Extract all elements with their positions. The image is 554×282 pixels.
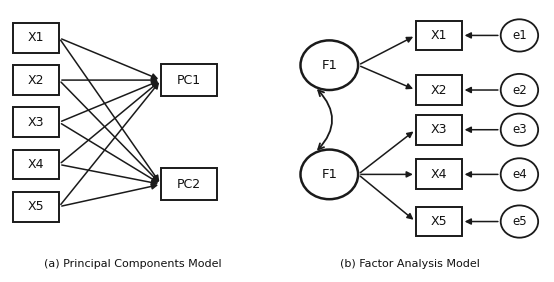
Text: X3: X3 bbox=[430, 123, 447, 136]
FancyBboxPatch shape bbox=[416, 75, 462, 105]
Text: X3: X3 bbox=[28, 116, 44, 129]
Text: e1: e1 bbox=[512, 29, 527, 42]
FancyBboxPatch shape bbox=[416, 21, 462, 50]
FancyBboxPatch shape bbox=[13, 23, 59, 53]
Text: X5: X5 bbox=[28, 200, 44, 213]
Text: (a) Principal Components Model: (a) Principal Components Model bbox=[44, 259, 222, 269]
FancyBboxPatch shape bbox=[13, 192, 59, 222]
FancyBboxPatch shape bbox=[13, 149, 59, 179]
Text: e2: e2 bbox=[512, 83, 527, 96]
Text: X1: X1 bbox=[28, 31, 44, 44]
Text: X5: X5 bbox=[430, 215, 447, 228]
Text: X2: X2 bbox=[28, 74, 44, 87]
FancyBboxPatch shape bbox=[416, 115, 462, 145]
FancyBboxPatch shape bbox=[13, 65, 59, 95]
Circle shape bbox=[501, 19, 538, 52]
Text: F1: F1 bbox=[321, 168, 337, 181]
Circle shape bbox=[501, 158, 538, 191]
Text: X4: X4 bbox=[430, 168, 447, 181]
Text: PC2: PC2 bbox=[177, 178, 201, 191]
Text: F1: F1 bbox=[321, 59, 337, 72]
Circle shape bbox=[501, 205, 538, 238]
Text: e3: e3 bbox=[512, 123, 527, 136]
FancyBboxPatch shape bbox=[13, 107, 59, 137]
Text: X2: X2 bbox=[430, 83, 447, 96]
Circle shape bbox=[501, 114, 538, 146]
Text: PC1: PC1 bbox=[177, 74, 201, 87]
FancyArrowPatch shape bbox=[318, 90, 332, 149]
Circle shape bbox=[300, 149, 358, 199]
Text: e4: e4 bbox=[512, 168, 527, 181]
FancyBboxPatch shape bbox=[161, 64, 217, 96]
Circle shape bbox=[501, 74, 538, 106]
Text: e5: e5 bbox=[512, 215, 527, 228]
FancyBboxPatch shape bbox=[416, 207, 462, 236]
Text: (b) Factor Analysis Model: (b) Factor Analysis Model bbox=[340, 259, 480, 269]
Text: X1: X1 bbox=[430, 29, 447, 42]
FancyBboxPatch shape bbox=[161, 168, 217, 201]
Circle shape bbox=[300, 40, 358, 90]
FancyBboxPatch shape bbox=[416, 160, 462, 189]
Text: X4: X4 bbox=[28, 158, 44, 171]
